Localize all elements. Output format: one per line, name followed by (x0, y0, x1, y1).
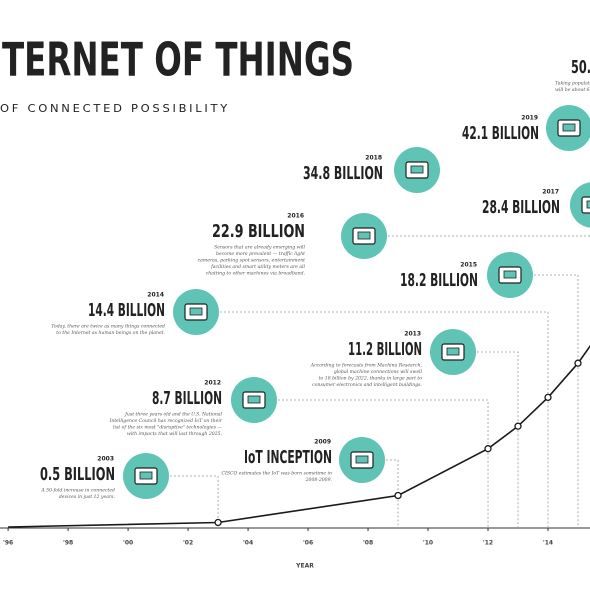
x-tick-label: '00 (123, 540, 133, 547)
chart-subtitle: OF CONNECTED POSSIBILITY (0, 102, 230, 115)
annotation-value: 50. (571, 57, 590, 78)
annotation-value: 34.8 BILLION (303, 163, 383, 184)
x-tick-label: '98 (63, 540, 73, 547)
icon-glyph (503, 270, 517, 279)
annotation-year: 2009 (314, 439, 331, 446)
annotation-text: with impacts that will last through 2025… (127, 431, 223, 437)
annotation-text: cameras, parking spot sensors, entertain… (198, 258, 306, 264)
leader-line (477, 351, 519, 427)
annotation-value: 14.4 BILLION (88, 300, 165, 321)
annotation-year: 2013 (404, 331, 421, 338)
annotation-value: 22.9 BILLION (212, 221, 305, 242)
point (214, 518, 222, 527)
leader-line (534, 274, 579, 364)
annotation-text: Taking population (555, 81, 590, 87)
annotation-year: 2018 (365, 155, 382, 162)
annotation-text: CISCO estimates the IoT was born sometim… (222, 471, 333, 477)
point (574, 359, 582, 367)
icon-glyph (139, 471, 153, 480)
x-axis-label: YEAR (295, 563, 314, 570)
annotation-text: facilities and smart utility meters are … (210, 264, 305, 270)
annotation-value: 8.7 BILLION (152, 388, 222, 409)
leader-line (388, 235, 590, 237)
point (484, 445, 492, 453)
annotation-text: consumer electronics and intelligent bui… (312, 382, 422, 388)
leader-line (220, 311, 549, 398)
x-tick-label: '10 (423, 540, 433, 547)
annotation-value: 42.1 BILLION (462, 123, 539, 144)
annotation-year: 2012 (204, 380, 221, 387)
icon-glyph (355, 455, 369, 464)
annotation-text: Just three years old and the U.S. Nation… (124, 412, 222, 418)
annotation-year: 2017 (542, 189, 559, 196)
point (514, 422, 522, 430)
x-tick-label: '96 (3, 540, 13, 547)
annotation-value: 28.4 BILLION (482, 197, 560, 218)
icon-glyph (446, 347, 460, 356)
icon-glyph (189, 307, 203, 316)
annotation-text: 2008-2009. (305, 477, 333, 483)
leader-line (278, 399, 489, 449)
x-tick-label: '04 (243, 540, 253, 547)
annotation-text: devices in just 12 years. (59, 494, 116, 500)
x-tick-label: '14 (543, 540, 553, 547)
icon-glyph (586, 200, 590, 209)
icon-glyph (357, 231, 371, 240)
annotation-text: to 18 billion by 2022, thanks in large p… (319, 376, 423, 382)
line (8, 344, 590, 528)
chart-title: TERNET OF THINGS (2, 33, 354, 87)
annotation-year: 2016 (287, 213, 304, 220)
annotation-text: A 50-fold increase in connected (40, 488, 115, 494)
annotation-text: Today, there are twice as many things co… (51, 324, 165, 330)
annotation-year: 2015 (460, 262, 477, 269)
leader-line (386, 459, 399, 496)
icon-glyph (562, 123, 576, 132)
icon-glyph (410, 165, 424, 174)
annotation-text: global machine connections will swell (334, 369, 423, 375)
leader-line (170, 475, 219, 523)
point (544, 393, 552, 402)
x-tick-label: '08 (363, 540, 373, 547)
annotation-value: 0.5 BILLION (40, 464, 115, 485)
x-tick-label: '12 (483, 540, 493, 547)
icon (570, 182, 590, 228)
annotation-value: 18.2 BILLION (400, 270, 478, 291)
annotation-text: become more prevalent — traffic light (216, 251, 305, 257)
annotation-text: Intelligence Council has recognized IoT … (109, 418, 223, 424)
annotation-year: 2019 (521, 115, 538, 122)
annotation-text: Sensors that are already emerging will (214, 245, 305, 251)
annotation-text: will be about 6.6 dev (555, 87, 590, 93)
annotation-year: 2014 (147, 292, 164, 299)
annotation-text: to the Internet as human beings on the p… (56, 330, 165, 336)
annotation-value: IoT INCEPTION (244, 447, 332, 468)
annotation-value: 11.2 BILLION (348, 339, 422, 360)
icon-glyph (247, 395, 261, 404)
annotation-text: chatting to other machines via broadband… (206, 271, 306, 277)
x-tick-label: '02 (183, 540, 193, 547)
annotation-year: 2003 (97, 456, 114, 463)
x-tick-label: '06 (303, 540, 313, 547)
annotation-text: list of the six most "disruptive" techno… (113, 425, 222, 431)
annotation-text: According to forecasts from Machina Rese… (310, 363, 423, 369)
point (394, 491, 402, 500)
